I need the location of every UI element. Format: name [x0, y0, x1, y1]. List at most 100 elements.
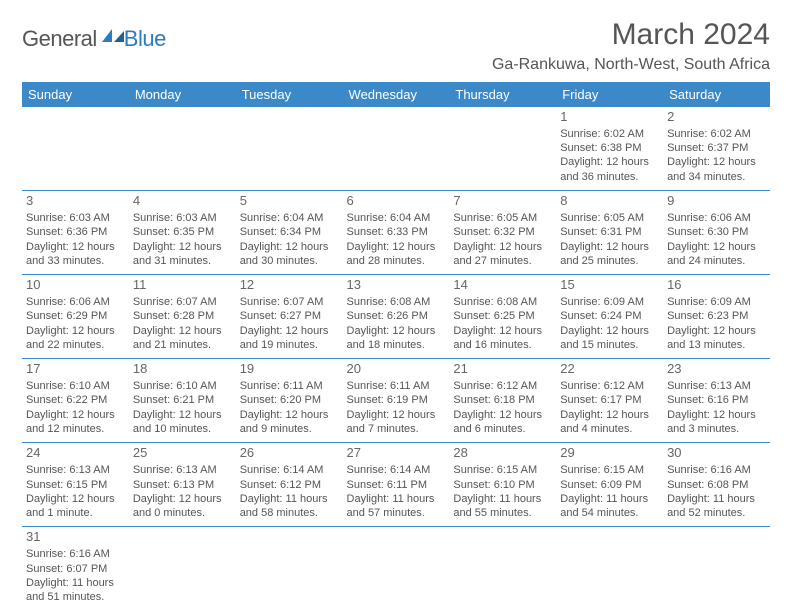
cell-day2: and 57 minutes. — [347, 506, 446, 520]
calendar-day-cell: 5Sunrise: 6:04 AMSunset: 6:34 PMDaylight… — [236, 191, 343, 275]
cell-sunset: Sunset: 6:21 PM — [133, 393, 232, 407]
cell-sunset: Sunset: 6:35 PM — [133, 225, 232, 239]
cell-day1: Daylight: 12 hours — [667, 240, 766, 254]
calendar-table: SundayMondayTuesdayWednesdayThursdayFrid… — [22, 82, 770, 610]
cell-day1: Daylight: 12 hours — [240, 240, 339, 254]
cell-sunrise: Sunrise: 6:15 AM — [560, 463, 659, 477]
cell-sunrise: Sunrise: 6:11 AM — [347, 379, 446, 393]
calendar-day-cell: 30Sunrise: 6:16 AMSunset: 6:08 PMDayligh… — [663, 443, 770, 527]
cell-sunset: Sunset: 6:12 PM — [240, 478, 339, 492]
cell-day2: and 55 minutes. — [453, 506, 552, 520]
cell-day1: Daylight: 12 hours — [560, 155, 659, 169]
cell-sunset: Sunset: 6:20 PM — [240, 393, 339, 407]
day-number: 15 — [560, 277, 659, 294]
calendar-empty-cell — [236, 107, 343, 191]
cell-day1: Daylight: 12 hours — [667, 408, 766, 422]
calendar-day-cell: 21Sunrise: 6:12 AMSunset: 6:18 PMDayligh… — [449, 359, 556, 443]
cell-sunrise: Sunrise: 6:14 AM — [240, 463, 339, 477]
cell-sunrise: Sunrise: 6:13 AM — [26, 463, 125, 477]
day-number: 12 — [240, 277, 339, 294]
cell-sunrise: Sunrise: 6:09 AM — [560, 295, 659, 309]
cell-sunrise: Sunrise: 6:02 AM — [560, 127, 659, 141]
weekday-header: Wednesday — [343, 82, 450, 107]
calendar-day-cell: 19Sunrise: 6:11 AMSunset: 6:20 PMDayligh… — [236, 359, 343, 443]
calendar-day-cell: 16Sunrise: 6:09 AMSunset: 6:23 PMDayligh… — [663, 275, 770, 359]
cell-day2: and 31 minutes. — [133, 254, 232, 268]
cell-day1: Daylight: 12 hours — [133, 324, 232, 338]
calendar-day-cell: 17Sunrise: 6:10 AMSunset: 6:22 PMDayligh… — [22, 359, 129, 443]
cell-sunrise: Sunrise: 6:10 AM — [26, 379, 125, 393]
day-number: 31 — [26, 529, 125, 546]
calendar-week-row: 3Sunrise: 6:03 AMSunset: 6:36 PMDaylight… — [22, 191, 770, 275]
cell-sunset: Sunset: 6:07 PM — [26, 562, 125, 576]
calendar-day-cell: 25Sunrise: 6:13 AMSunset: 6:13 PMDayligh… — [129, 443, 236, 527]
calendar-day-cell: 26Sunrise: 6:14 AMSunset: 6:12 PMDayligh… — [236, 443, 343, 527]
month-title: March 2024 — [492, 18, 770, 52]
cell-day1: Daylight: 12 hours — [133, 408, 232, 422]
calendar-empty-cell — [129, 107, 236, 191]
cell-sunrise: Sunrise: 6:02 AM — [667, 127, 766, 141]
day-number: 20 — [347, 361, 446, 378]
day-number: 17 — [26, 361, 125, 378]
day-number: 18 — [133, 361, 232, 378]
cell-sunrise: Sunrise: 6:14 AM — [347, 463, 446, 477]
cell-day1: Daylight: 12 hours — [26, 492, 125, 506]
calendar-body: 1Sunrise: 6:02 AMSunset: 6:38 PMDaylight… — [22, 107, 770, 610]
calendar-week-row: 17Sunrise: 6:10 AMSunset: 6:22 PMDayligh… — [22, 359, 770, 443]
cell-day2: and 24 minutes. — [667, 254, 766, 268]
cell-day1: Daylight: 11 hours — [453, 492, 552, 506]
weekday-header: Friday — [556, 82, 663, 107]
calendar-day-cell: 12Sunrise: 6:07 AMSunset: 6:27 PMDayligh… — [236, 275, 343, 359]
cell-sunrise: Sunrise: 6:13 AM — [133, 463, 232, 477]
day-number: 9 — [667, 193, 766, 210]
location: Ga-Rankuwa, North-West, South Africa — [492, 56, 770, 74]
cell-sunrise: Sunrise: 6:09 AM — [667, 295, 766, 309]
cell-day2: and 51 minutes. — [26, 590, 125, 604]
cell-day1: Daylight: 12 hours — [667, 324, 766, 338]
cell-day2: and 12 minutes. — [26, 422, 125, 436]
logo-sail-icon — [101, 28, 125, 44]
calendar-day-cell: 7Sunrise: 6:05 AMSunset: 6:32 PMDaylight… — [449, 191, 556, 275]
calendar-empty-cell — [129, 527, 236, 611]
calendar-day-cell: 28Sunrise: 6:15 AMSunset: 6:10 PMDayligh… — [449, 443, 556, 527]
cell-day1: Daylight: 12 hours — [453, 324, 552, 338]
cell-day2: and 30 minutes. — [240, 254, 339, 268]
cell-sunrise: Sunrise: 6:08 AM — [453, 295, 552, 309]
day-number: 23 — [667, 361, 766, 378]
calendar-week-row: 24Sunrise: 6:13 AMSunset: 6:15 PMDayligh… — [22, 443, 770, 527]
cell-day2: and 52 minutes. — [667, 506, 766, 520]
cell-day1: Daylight: 12 hours — [560, 324, 659, 338]
logo-text-general: General — [22, 26, 97, 52]
cell-sunset: Sunset: 6:37 PM — [667, 141, 766, 155]
calendar-day-cell: 31Sunrise: 6:16 AMSunset: 6:07 PMDayligh… — [22, 527, 129, 611]
calendar-day-cell: 3Sunrise: 6:03 AMSunset: 6:36 PMDaylight… — [22, 191, 129, 275]
cell-sunset: Sunset: 6:11 PM — [347, 478, 446, 492]
calendar-day-cell: 20Sunrise: 6:11 AMSunset: 6:19 PMDayligh… — [343, 359, 450, 443]
day-number: 4 — [133, 193, 232, 210]
cell-sunrise: Sunrise: 6:11 AM — [240, 379, 339, 393]
day-number: 5 — [240, 193, 339, 210]
cell-day2: and 25 minutes. — [560, 254, 659, 268]
weekday-header: Monday — [129, 82, 236, 107]
cell-day2: and 3 minutes. — [667, 422, 766, 436]
cell-sunset: Sunset: 6:31 PM — [560, 225, 659, 239]
cell-sunset: Sunset: 6:30 PM — [667, 225, 766, 239]
cell-sunset: Sunset: 6:10 PM — [453, 478, 552, 492]
day-number: 21 — [453, 361, 552, 378]
cell-sunset: Sunset: 6:09 PM — [560, 478, 659, 492]
day-number: 24 — [26, 445, 125, 462]
cell-sunset: Sunset: 6:08 PM — [667, 478, 766, 492]
calendar-header-row: SundayMondayTuesdayWednesdayThursdayFrid… — [22, 82, 770, 107]
cell-day1: Daylight: 11 hours — [667, 492, 766, 506]
cell-sunset: Sunset: 6:38 PM — [560, 141, 659, 155]
cell-sunset: Sunset: 6:26 PM — [347, 309, 446, 323]
cell-day1: Daylight: 12 hours — [560, 408, 659, 422]
cell-sunrise: Sunrise: 6:10 AM — [133, 379, 232, 393]
cell-day1: Daylight: 11 hours — [240, 492, 339, 506]
calendar-empty-cell — [663, 527, 770, 611]
cell-sunrise: Sunrise: 6:04 AM — [347, 211, 446, 225]
cell-day2: and 18 minutes. — [347, 338, 446, 352]
cell-day2: and 1 minute. — [26, 506, 125, 520]
cell-day2: and 13 minutes. — [667, 338, 766, 352]
cell-day2: and 22 minutes. — [26, 338, 125, 352]
